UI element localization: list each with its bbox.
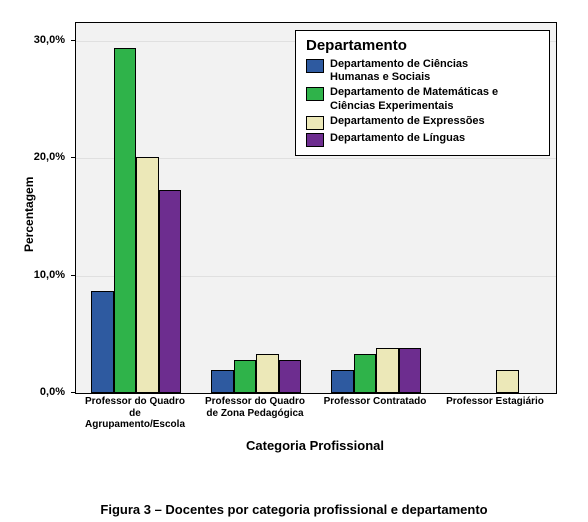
chart-y-tick: [71, 40, 75, 41]
figure-container: 0,0% 10,0% 20,0% 30,0% Percentagem Professo…: [0, 0, 588, 522]
chart-y-tick-label: 30,0%: [0, 34, 65, 46]
chart-bar: [399, 348, 422, 393]
chart-bar: [211, 370, 234, 393]
chart-bar: [331, 370, 354, 393]
chart-legend-swatch: [306, 133, 324, 147]
chart-x-tick-label: Professor do QuadrodeAgrupamento/Escola: [75, 396, 195, 431]
chart-bar: [256, 354, 279, 393]
chart-bar: [279, 360, 302, 393]
chart-legend-label: Departamento de Línguas: [330, 132, 465, 145]
chart-bar: [234, 360, 257, 393]
chart-y-tick-label: 0,0%: [0, 386, 65, 398]
chart-legend-label: Departamento de CiênciasHumanas e Sociai…: [330, 58, 468, 84]
chart-bar: [114, 48, 137, 393]
chart-bar: [159, 190, 182, 393]
chart-y-tick: [71, 157, 75, 158]
chart-legend: Departamento Departamento de CiênciasHum…: [295, 30, 550, 156]
chart-y-tick-label: 20,0%: [0, 151, 65, 163]
chart-legend-swatch: [306, 59, 324, 73]
chart-y-tick: [71, 392, 75, 393]
chart-y-tick: [71, 275, 75, 276]
chart-legend-label: Departamento de Expressões: [330, 115, 485, 128]
chart-bar: [136, 157, 159, 393]
figure-caption: Figura 3 – Docentes por categoria profis…: [0, 502, 588, 517]
chart-legend-swatch: [306, 87, 324, 101]
chart-legend-item: Departamento de CiênciasHumanas e Sociai…: [306, 58, 539, 84]
chart-x-axis-title: Categoria Profissional: [75, 438, 555, 453]
chart-x-tick-label: Professor Contratado: [315, 396, 435, 408]
chart-legend-item: Departamento de Línguas: [306, 132, 539, 147]
chart-legend-label: Departamento de Matemáticas eCiências Ex…: [330, 86, 498, 112]
chart-legend-item: Departamento de Expressões: [306, 115, 539, 130]
chart-y-tick-label: 10,0%: [0, 269, 65, 281]
chart-bar: [376, 348, 399, 393]
chart-y-axis: 0,0%10,0%20,0%30,0%: [0, 22, 75, 392]
chart-x-tick-label: Professor do Quadrode Zona Pedagógica: [195, 396, 315, 419]
chart-bar: [354, 354, 377, 393]
chart-bar: [496, 370, 519, 393]
chart-y-axis-title: Percentagem: [22, 177, 36, 252]
chart-bar: [91, 291, 114, 393]
chart-legend-swatch: [306, 116, 324, 130]
chart-legend-item: Departamento de Matemáticas eCiências Ex…: [306, 86, 539, 112]
chart-legend-title: Departamento: [306, 37, 539, 54]
chart-x-tick-label: Professor Estagiário: [435, 396, 555, 408]
